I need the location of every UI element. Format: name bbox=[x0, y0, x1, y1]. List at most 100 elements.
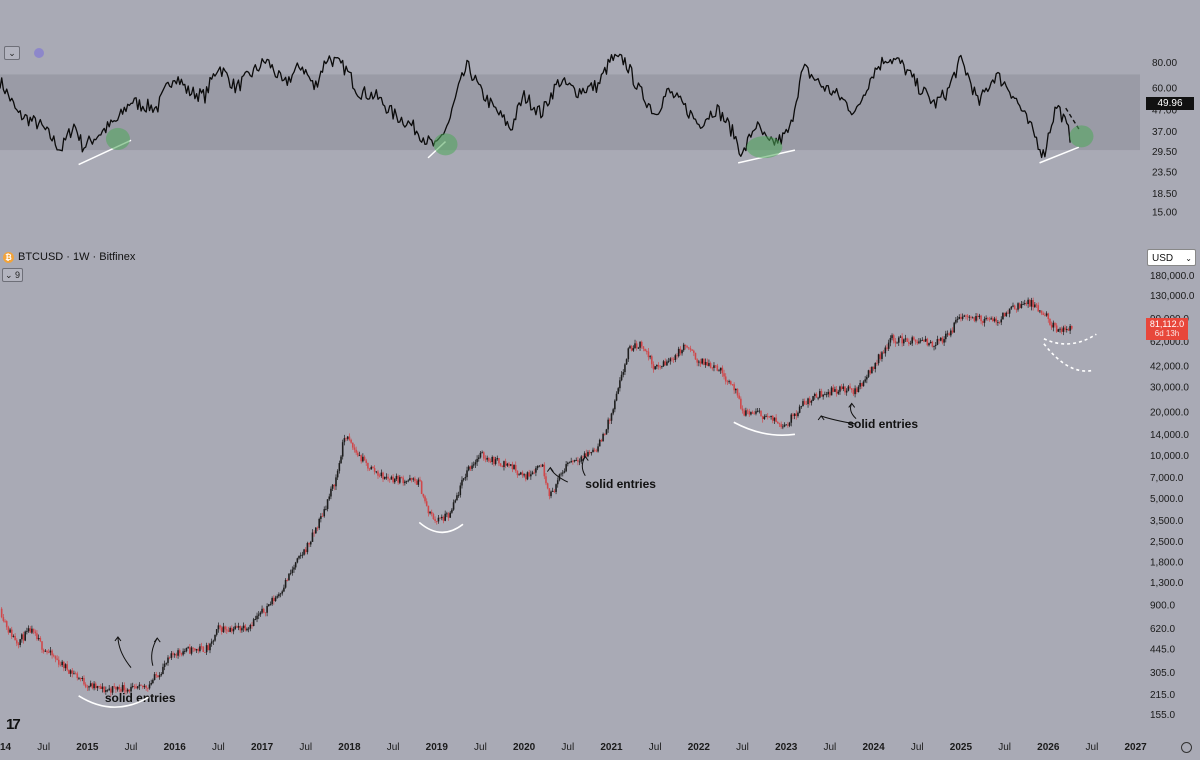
candle-body bbox=[1034, 304, 1036, 308]
candle-body bbox=[242, 625, 245, 629]
candle-body bbox=[165, 662, 168, 664]
candle-body bbox=[674, 355, 677, 360]
candle-body bbox=[409, 478, 411, 481]
arrow-head bbox=[546, 466, 554, 472]
candle-body bbox=[269, 604, 272, 605]
collapse-chevron-icon[interactable]: ⌄ bbox=[4, 46, 20, 60]
candle-body bbox=[5, 621, 8, 628]
rsi-trendline[interactable] bbox=[1039, 146, 1080, 164]
currency-select[interactable]: USD ⌄ bbox=[1147, 249, 1196, 266]
candle-body bbox=[86, 686, 89, 688]
candle-body bbox=[427, 505, 430, 514]
x-tick: Jul bbox=[212, 742, 225, 753]
symbol-label[interactable]: BTCUSD · 1W · Bitfinex bbox=[18, 251, 136, 263]
candle-body bbox=[350, 439, 352, 443]
rsi-y-tick: 80.00 bbox=[1152, 58, 1177, 69]
candle-body bbox=[94, 683, 97, 689]
candle-body bbox=[847, 386, 850, 391]
candle-body bbox=[792, 414, 794, 417]
candle-body bbox=[894, 341, 897, 344]
candle-body bbox=[410, 478, 413, 480]
candle-body bbox=[785, 424, 788, 426]
bottom-arc[interactable] bbox=[733, 421, 796, 437]
price-pane[interactable]: solid entries solid entries solid entries bbox=[0, 297, 1097, 708]
candle-body bbox=[405, 481, 408, 483]
legend-chevron-icon[interactable]: ⌄ 9 bbox=[2, 268, 24, 282]
candle-body bbox=[373, 468, 376, 472]
projection-arc[interactable] bbox=[1043, 333, 1097, 345]
candle-body bbox=[659, 366, 662, 368]
candle-body bbox=[27, 628, 30, 632]
candle-body bbox=[488, 457, 490, 462]
annotation-arrow bbox=[820, 415, 857, 425]
price-y-tick: 3,500.0 bbox=[1150, 516, 1184, 527]
candle-body bbox=[1020, 304, 1023, 308]
candle-body bbox=[933, 345, 935, 347]
candle-body bbox=[44, 650, 47, 652]
candle-body bbox=[9, 629, 11, 633]
rsi-y-tick: 15.00 bbox=[1152, 208, 1177, 219]
annotation-label[interactable]: solid entries bbox=[847, 417, 918, 431]
price-y-tick: 215.0 bbox=[1150, 690, 1175, 701]
candle-body bbox=[830, 387, 833, 396]
currency-value: USD bbox=[1152, 253, 1174, 264]
candle-body bbox=[948, 333, 950, 336]
candle-body bbox=[313, 532, 315, 534]
candle-body bbox=[728, 381, 730, 383]
candle-body bbox=[896, 342, 898, 344]
legend-toggle[interactable]: ⌄ 9 bbox=[2, 268, 24, 282]
candle-body bbox=[370, 466, 373, 470]
candle-body bbox=[598, 439, 601, 447]
projection-arc[interactable] bbox=[1043, 343, 1093, 372]
candle-body bbox=[308, 543, 310, 545]
candle-body bbox=[185, 647, 188, 652]
candle-body bbox=[1057, 329, 1060, 332]
candle-body bbox=[91, 683, 94, 689]
candle-body bbox=[435, 521, 438, 522]
candle-body bbox=[486, 457, 488, 460]
candle-body bbox=[787, 424, 789, 426]
candle-body bbox=[451, 509, 453, 513]
candle-body bbox=[597, 446, 599, 452]
candle-body bbox=[607, 419, 609, 430]
candle-body bbox=[234, 626, 236, 629]
rsi-line[interactable] bbox=[0, 53, 1071, 159]
candle-body bbox=[1039, 310, 1041, 312]
bottom-arc[interactable] bbox=[78, 695, 149, 708]
candle-body bbox=[934, 344, 937, 346]
candle-body bbox=[259, 612, 262, 615]
candle-body bbox=[533, 472, 536, 474]
candle-body bbox=[414, 478, 416, 482]
candle-body bbox=[531, 472, 534, 475]
candle-body bbox=[157, 675, 159, 678]
candle-body bbox=[867, 370, 870, 377]
candle-body bbox=[383, 476, 386, 480]
candle-body bbox=[284, 580, 287, 588]
candle-body bbox=[160, 673, 163, 676]
candle-body bbox=[1047, 313, 1050, 319]
candle-body bbox=[439, 517, 441, 519]
price-y-tick: 7,000.0 bbox=[1150, 473, 1184, 484]
candle-body bbox=[195, 649, 198, 651]
candle-body bbox=[323, 509, 326, 517]
indicator-settings-icon[interactable] bbox=[34, 48, 44, 58]
candle-body bbox=[1059, 328, 1061, 330]
tradingview-logo-icon[interactable]: 17 bbox=[6, 716, 21, 733]
candle-body bbox=[227, 630, 230, 632]
candle-body bbox=[535, 468, 537, 473]
annotation-label[interactable]: solid entries bbox=[585, 477, 656, 491]
candle-body bbox=[679, 348, 682, 354]
x-tick: Jul bbox=[823, 742, 836, 753]
bottom-arc[interactable] bbox=[418, 521, 464, 534]
candle-body bbox=[807, 398, 809, 405]
settings-icon[interactable] bbox=[1181, 742, 1192, 753]
candle-body bbox=[866, 376, 868, 380]
candle-body bbox=[256, 615, 258, 620]
rsi-pane[interactable] bbox=[0, 53, 1140, 166]
candle-body bbox=[943, 339, 945, 343]
candle-body bbox=[709, 363, 712, 368]
candle-body bbox=[570, 461, 572, 463]
x-tick: 2021 bbox=[600, 742, 623, 753]
annotation-label[interactable]: solid entries bbox=[105, 691, 176, 705]
